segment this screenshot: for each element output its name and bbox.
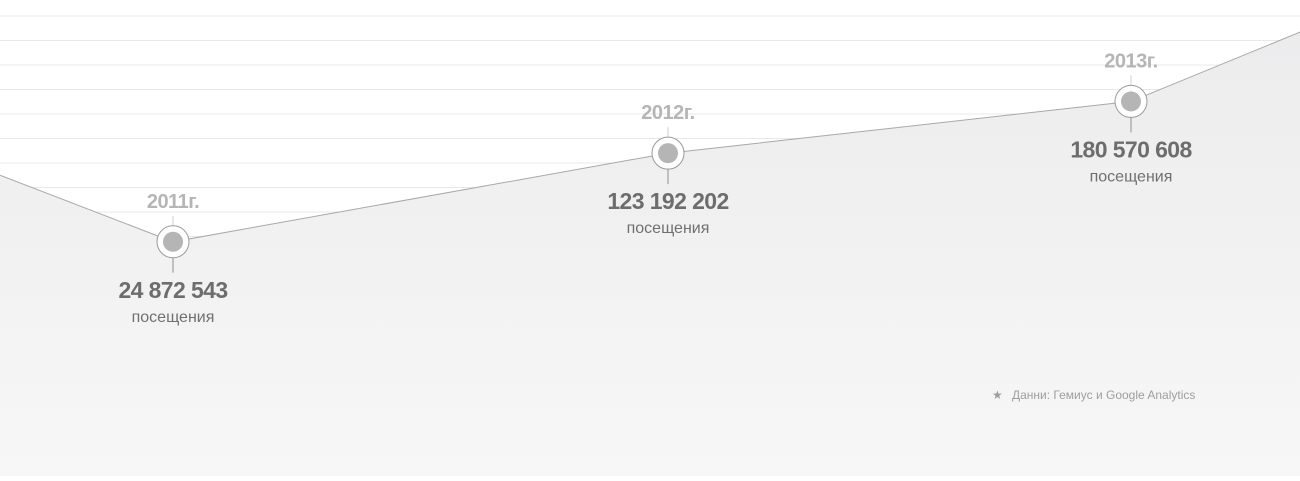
data-points: 2011г. 24 872 543 посещения 2012г. 123 192 2… bbox=[118, 50, 1193, 326]
data-point-marker bbox=[1121, 91, 1141, 112]
data-point-marker bbox=[163, 231, 183, 252]
year-label: 2012г. bbox=[641, 102, 694, 124]
value-label: 24 872 543 bbox=[118, 277, 227, 303]
value-label: 123 192 202 bbox=[607, 188, 728, 214]
source-footnote: ★ Данни: Гемиус и Google Analytics bbox=[992, 388, 1195, 402]
area-layer bbox=[0, 31, 1300, 476]
unit-label: посещения bbox=[1090, 168, 1173, 185]
footnote-text: Данни: Гемиус и Google Analytics bbox=[1012, 388, 1195, 402]
value-label: 180 570 608 bbox=[1070, 136, 1192, 162]
year-label: 2013г. bbox=[1104, 50, 1157, 72]
unit-label: посещения bbox=[627, 220, 710, 237]
unit-label: посещения bbox=[132, 309, 215, 326]
data-point-group: 2012г. 123 192 202 посещения bbox=[607, 102, 729, 237]
data-point-marker bbox=[658, 143, 678, 164]
area-fill bbox=[0, 32, 1300, 476]
footnote-star-icon: ★ bbox=[992, 388, 1003, 402]
data-point-group: 2013г. 180 570 608 посещения bbox=[1070, 50, 1193, 185]
year-label: 2011г. bbox=[147, 191, 199, 213]
data-point-group: 2011г. 24 872 543 посещения bbox=[118, 191, 228, 326]
